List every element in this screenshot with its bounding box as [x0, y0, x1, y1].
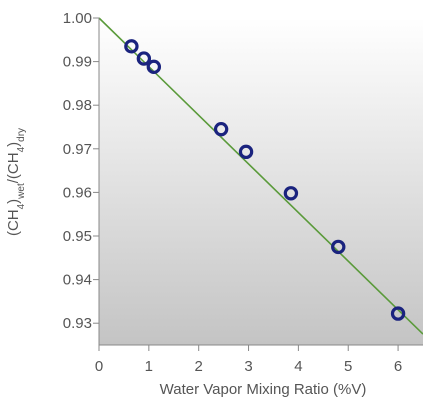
y-axis-title-part: /(CH	[5, 152, 22, 183]
fit-line	[98, 17, 423, 335]
x-tick-label: 5	[344, 358, 352, 375]
x-tick-label: 1	[145, 358, 153, 375]
y-axis-title-subscript: 4	[16, 146, 27, 152]
y-tick-label: 0.94	[63, 272, 92, 289]
y-tick-label: 0.95	[63, 228, 92, 245]
y-tick-label: 0.96	[63, 184, 92, 201]
data-point	[213, 121, 229, 137]
y-axis-title-part: (CH	[5, 209, 22, 236]
y-axis-title-subscript: wet	[16, 183, 27, 200]
data-point	[146, 59, 162, 75]
y-tick-label: 0.99	[63, 54, 92, 71]
x-tick-label: 2	[195, 358, 203, 375]
x-tick-label: 4	[294, 358, 302, 375]
data-point	[390, 306, 406, 321]
y-tick-label: 1.00	[63, 10, 92, 27]
y-tick-label: 0.98	[63, 97, 92, 114]
y-axis-title-part: )	[5, 142, 22, 147]
x-axis-title: Water Vapor Mixing Ratio (%V)	[160, 381, 367, 398]
x-tick-label: 3	[244, 358, 252, 375]
data-point	[136, 51, 152, 66]
y-axis-title-part: )	[5, 199, 22, 204]
data-point	[238, 144, 254, 160]
y-tick-label: 0.97	[63, 141, 92, 158]
y-axis-title: (CH4)wet/(CH4)dry	[5, 128, 27, 236]
data-point	[331, 239, 346, 255]
y-axis-title-subscript: 4	[16, 203, 27, 209]
data-point	[124, 39, 139, 54]
x-tick-label: 0	[95, 358, 103, 375]
y-tick-label: 0.93	[63, 315, 92, 332]
y-axis-title-subscript: dry	[16, 128, 27, 142]
data-point	[283, 186, 299, 201]
x-tick-label: 6	[394, 358, 402, 375]
